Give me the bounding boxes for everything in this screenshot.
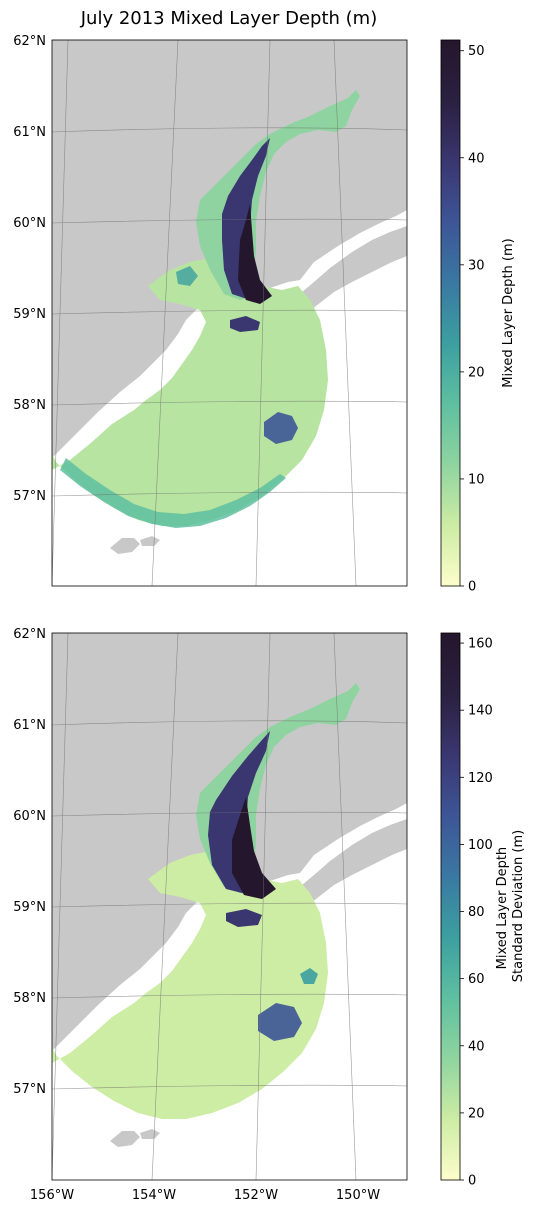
lat-labels-bottom: 62°N 61°N 60°N 59°N 58°N 57°N	[13, 627, 46, 1097]
colorbar-tick-label: 140	[468, 704, 493, 719]
deep-spot-ne	[300, 968, 318, 984]
deep-spot-mid	[230, 316, 260, 332]
lon-label: 152°W	[234, 1188, 278, 1203]
colorbar-label-line: Standard Deviation (m)	[511, 830, 526, 982]
lon-labels: 156°W 154°W 152°W 150°W	[30, 1188, 380, 1203]
colorbar-label: Mixed Layer Depth (m)	[501, 238, 516, 387]
lat-label: 59°N	[13, 307, 46, 322]
inlet-deep	[208, 731, 270, 895]
kenai-peninsula	[286, 226, 407, 318]
colorbar-tick-label: 80	[468, 905, 485, 920]
island-small-2	[140, 1129, 160, 1139]
lat-label: 61°N	[13, 718, 46, 733]
colorbar-ticks: 0 10 20 30 40 50	[460, 44, 485, 595]
colorbar-tick-label: 50	[468, 44, 485, 59]
colorbar-tick-label: 20	[468, 1106, 485, 1121]
colorbar-tick-label: 100	[468, 838, 493, 853]
colorbar-label: Mixed Layer Depth Standard Deviation (m)	[495, 830, 526, 982]
lon-label: 156°W	[30, 1188, 74, 1203]
lat-label: 59°N	[13, 900, 46, 915]
lat-labels-top: 62°N 61°N 60°N 59°N 58°N 57°N	[13, 34, 46, 504]
lat-label: 61°N	[13, 125, 46, 140]
lat-label: 60°N	[13, 809, 46, 824]
colorbar-top: 0 10 20 30 40 50 Mixed Layer Depth (m)	[440, 39, 516, 595]
island-small-2	[140, 536, 160, 546]
colorbar-tick-label: 40	[468, 1039, 485, 1054]
lat-label: 58°N	[13, 991, 46, 1006]
panel-frame-top	[51, 39, 408, 587]
inlet-deep	[222, 138, 270, 300]
island-small-1	[110, 538, 140, 554]
lat-label: 57°N	[13, 1082, 46, 1097]
colorbar-tick-label: 120	[468, 771, 493, 786]
deep-spot-west	[176, 266, 198, 286]
kenai-peninsula	[286, 819, 407, 911]
lat-label: 62°N	[13, 627, 46, 642]
lat-label: 60°N	[13, 216, 46, 231]
map-panel-bottom	[51, 632, 408, 1181]
colorbar-tick-label: 10	[468, 472, 485, 487]
deep-spot-east	[264, 412, 298, 444]
colorbar-gradient	[440, 632, 461, 1181]
colorbar-gradient	[440, 39, 461, 587]
colorbar-bottom: 0 20 40 60 80 100 120 140 160 Mixed Layer Depth …	[440, 632, 526, 1189]
colorbar-tick-label: 20	[468, 365, 485, 380]
colorbar-label-line: Mixed Layer Depth (m)	[501, 238, 516, 387]
lon-label: 154°W	[132, 1188, 176, 1203]
figure-title: July 2013 Mixed Layer Depth (m)	[80, 8, 378, 29]
island-small-1	[110, 1131, 140, 1147]
deep-spot-mid	[226, 909, 262, 927]
colorbar-ticks: 0 20 40 60 80 100 120 140 160	[460, 637, 493, 1189]
colorbar-tick-label: 60	[468, 972, 485, 987]
colorbar-tick-label: 30	[468, 258, 485, 273]
colorbar-tick-label: 0	[468, 580, 476, 595]
lat-label: 62°N	[13, 34, 46, 49]
graticule-bottom	[52, 633, 407, 1180]
colorbar-label-line: Mixed Layer Depth	[495, 847, 510, 969]
colorbar-tick-label: 40	[468, 151, 485, 166]
map-panel-top	[51, 39, 408, 587]
lon-label: 150°W	[336, 1188, 380, 1203]
deep-spot-east	[258, 1003, 302, 1041]
inlet-core	[238, 204, 272, 304]
graticule-top	[52, 40, 407, 586]
inlet-core	[232, 797, 276, 899]
domain-dark-band	[60, 458, 286, 528]
lat-label: 57°N	[13, 489, 46, 504]
panel-frame-bottom	[51, 632, 408, 1181]
lat-label: 58°N	[13, 398, 46, 413]
colorbar-tick-label: 160	[468, 637, 493, 652]
colorbar-tick-label: 0	[468, 1174, 476, 1189]
